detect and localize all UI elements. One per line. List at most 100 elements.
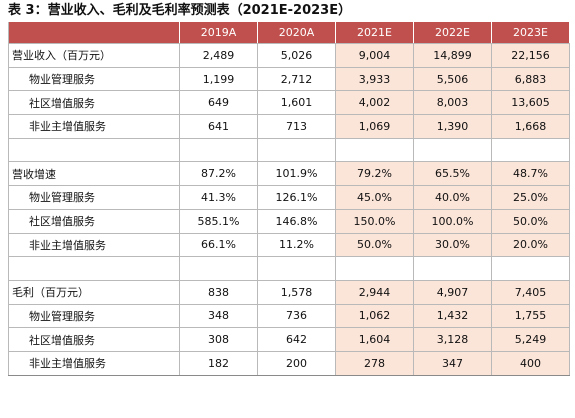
value-cell: 2,489 — [179, 43, 258, 68]
spacer-row — [8, 256, 570, 281]
table-row: 营收增速 87.2% 101.9% 79.2% 65.5% 48.7% — [8, 161, 570, 187]
header-label-cell — [8, 22, 180, 44]
value-cell: 1,604 — [335, 327, 414, 352]
value-cell: 150.0% — [335, 209, 414, 234]
value-cell: 25.0% — [491, 185, 570, 210]
value-cell: 278 — [335, 351, 414, 376]
value-cell: 126.1% — [257, 185, 336, 210]
value-cell: 4,907 — [413, 279, 492, 305]
value-cell: 1,199 — [179, 67, 258, 92]
table-title: 表 3：营业收入、毛利及毛利率预测表（2021E-2023E） — [8, 3, 352, 18]
row-label: 社区增值服务 — [8, 327, 180, 352]
header-2020a: 2020A — [257, 22, 336, 44]
value-cell: 1,069 — [335, 114, 414, 139]
value-cell: 8,003 — [413, 90, 492, 116]
value-cell: 146.8% — [257, 209, 336, 234]
row-label: 毛利（百万元） — [8, 279, 180, 305]
value-cell — [491, 138, 570, 163]
value-cell — [179, 138, 258, 163]
row-label: 社区增值服务 — [8, 209, 180, 234]
row-label: 营收增速 — [8, 161, 180, 187]
value-cell: 1,432 — [413, 304, 492, 329]
spacer-row — [8, 138, 570, 163]
table-row: 社区增值服务 649 1,601 4,002 8,003 13,605 — [8, 90, 570, 116]
value-cell: 30.0% — [413, 233, 492, 258]
value-cell: 50.0% — [491, 209, 570, 234]
table-row: 非业主增值服务 66.1% 11.2% 50.0% 30.0% 20.0% — [8, 233, 570, 258]
value-cell — [257, 138, 336, 163]
value-cell: 2,712 — [257, 67, 336, 92]
header-2019a: 2019A — [179, 22, 258, 44]
value-cell: 87.2% — [179, 161, 258, 187]
header-2021e: 2021E — [335, 22, 414, 44]
header-2022e: 2022E — [413, 22, 492, 44]
value-cell: 48.7% — [491, 161, 570, 187]
row-label — [8, 256, 180, 281]
value-cell: 347 — [413, 351, 492, 376]
table-row: 非业主增值服务 641 713 1,069 1,390 1,668 — [8, 114, 570, 139]
value-cell: 41.3% — [179, 185, 258, 210]
row-label: 物业管理服务 — [8, 67, 180, 92]
value-cell: 200 — [257, 351, 336, 376]
table-row: 物业管理服务 1,199 2,712 3,933 5,506 6,883 — [8, 67, 570, 92]
value-cell — [335, 256, 414, 281]
value-cell — [413, 256, 492, 281]
table-row: 社区增值服务 308 642 1,604 3,128 5,249 — [8, 327, 570, 352]
value-cell: 66.1% — [179, 233, 258, 258]
value-cell: 11.2% — [257, 233, 336, 258]
value-cell: 713 — [257, 114, 336, 139]
value-cell: 642 — [257, 327, 336, 352]
row-label: 非业主增值服务 — [8, 233, 180, 258]
value-cell: 50.0% — [335, 233, 414, 258]
value-cell: 65.5% — [413, 161, 492, 187]
value-cell: 22,156 — [491, 43, 570, 68]
row-label: 非业主增值服务 — [8, 351, 180, 376]
table-row: 物业管理服务 41.3% 126.1% 45.0% 40.0% 25.0% — [8, 185, 570, 210]
value-cell: 1,755 — [491, 304, 570, 329]
value-cell: 2,944 — [335, 279, 414, 305]
value-cell: 1,390 — [413, 114, 492, 139]
value-cell: 9,004 — [335, 43, 414, 68]
value-cell: 7,405 — [491, 279, 570, 305]
row-label: 非业主增值服务 — [8, 114, 180, 139]
value-cell: 79.2% — [335, 161, 414, 187]
header-2023e: 2023E — [491, 22, 570, 44]
table-body: 营业收入（百万元） 2,489 5,026 9,004 14,899 22,156 物业管理… — [8, 43, 570, 376]
value-cell: 1,578 — [257, 279, 336, 305]
value-cell: 3,128 — [413, 327, 492, 352]
row-label: 社区增值服务 — [8, 90, 180, 116]
value-cell: 308 — [179, 327, 258, 352]
value-cell: 641 — [179, 114, 258, 139]
value-cell: 585.1% — [179, 209, 258, 234]
value-cell — [491, 256, 570, 281]
value-cell: 100.0% — [413, 209, 492, 234]
table-row: 非业主增值服务 182 200 278 347 400 — [8, 351, 570, 376]
row-label: 营业收入（百万元） — [8, 43, 180, 68]
value-cell — [257, 256, 336, 281]
value-cell — [413, 138, 492, 163]
value-cell: 1,601 — [257, 90, 336, 116]
value-cell: 4,002 — [335, 90, 414, 116]
value-cell: 348 — [179, 304, 258, 329]
row-label — [8, 138, 180, 163]
value-cell: 400 — [491, 351, 570, 376]
value-cell: 3,933 — [335, 67, 414, 92]
table-row: 营业收入（百万元） 2,489 5,026 9,004 14,899 22,156 — [8, 43, 570, 68]
row-label: 物业管理服务 — [8, 185, 180, 210]
value-cell: 40.0% — [413, 185, 492, 210]
value-cell: 45.0% — [335, 185, 414, 210]
value-cell: 182 — [179, 351, 258, 376]
forecast-table: 2019A 2020A 2021E 2022E 2023E 营业收入（百万元） 2… — [8, 22, 570, 376]
value-cell: 14,899 — [413, 43, 492, 68]
value-cell: 5,026 — [257, 43, 336, 68]
value-cell — [335, 138, 414, 163]
value-cell — [179, 256, 258, 281]
value-cell: 6,883 — [491, 67, 570, 92]
value-cell: 101.9% — [257, 161, 336, 187]
table-row: 物业管理服务 348 736 1,062 1,432 1,755 — [8, 304, 570, 329]
table-row: 毛利（百万元） 838 1,578 2,944 4,907 7,405 — [8, 279, 570, 305]
value-cell: 1,062 — [335, 304, 414, 329]
value-cell: 5,506 — [413, 67, 492, 92]
value-cell: 649 — [179, 90, 258, 116]
header-row: 2019A 2020A 2021E 2022E 2023E — [8, 22, 570, 44]
